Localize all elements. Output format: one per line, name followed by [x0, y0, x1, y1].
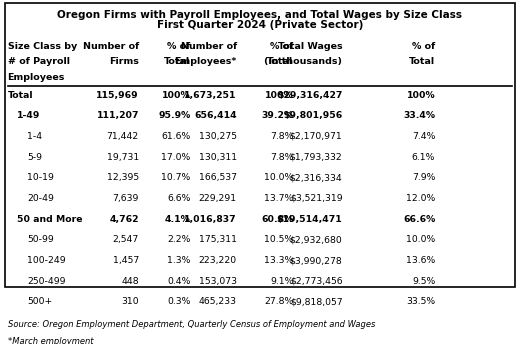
Text: First Quarter 2024 (Private Sector): First Quarter 2024 (Private Sector) [157, 20, 363, 30]
Text: $3,990,278: $3,990,278 [290, 256, 343, 265]
Text: 12.0%: 12.0% [406, 194, 435, 203]
Text: 1,457: 1,457 [113, 256, 139, 265]
Text: 9.5%: 9.5% [412, 277, 435, 286]
Text: Employees*: Employees* [174, 57, 237, 66]
Text: 250-499: 250-499 [27, 277, 66, 286]
Text: 7.4%: 7.4% [412, 132, 435, 141]
Text: 71,442: 71,442 [107, 132, 139, 141]
Text: (in thousands): (in thousands) [265, 57, 343, 66]
Text: % of: % of [270, 42, 293, 51]
Text: 1-49: 1-49 [17, 111, 40, 120]
Text: 33.5%: 33.5% [406, 298, 435, 307]
Text: 10.0%: 10.0% [406, 235, 435, 244]
Text: 33.4%: 33.4% [403, 111, 435, 120]
Text: 448: 448 [121, 277, 139, 286]
Text: 153,073: 153,073 [199, 277, 237, 286]
Text: $3,521,319: $3,521,319 [290, 194, 343, 203]
Text: 50 and More: 50 and More [17, 215, 82, 224]
Text: $9,801,956: $9,801,956 [283, 111, 343, 120]
Text: 1-4: 1-4 [27, 132, 42, 141]
Text: 100-249: 100-249 [27, 256, 66, 265]
Text: 4.1%: 4.1% [165, 215, 190, 224]
Text: 7,639: 7,639 [112, 194, 139, 203]
Text: Firms: Firms [109, 57, 139, 66]
Text: $2,316,334: $2,316,334 [290, 173, 343, 182]
Text: Oregon Firms with Payroll Employees, and Total Wages by Size Class: Oregon Firms with Payroll Employees, and… [58, 10, 462, 20]
Text: 95.9%: 95.9% [158, 111, 190, 120]
Text: 6.1%: 6.1% [412, 153, 435, 162]
Text: 100%: 100% [265, 90, 293, 99]
Text: % of: % of [412, 42, 435, 51]
Text: 10.7%: 10.7% [161, 173, 190, 182]
Text: 9.1%: 9.1% [270, 277, 293, 286]
Text: 66.6%: 66.6% [403, 215, 435, 224]
Text: 10-19: 10-19 [27, 173, 54, 182]
Text: 7.8%: 7.8% [270, 153, 293, 162]
Text: 656,414: 656,414 [194, 111, 237, 120]
Text: 229,291: 229,291 [199, 194, 237, 203]
Text: 10.5%: 10.5% [264, 235, 293, 244]
Text: 10.0%: 10.0% [264, 173, 293, 182]
Text: Total: Total [8, 90, 33, 99]
Text: 115,969: 115,969 [96, 90, 139, 99]
Text: 39.2%: 39.2% [262, 111, 293, 120]
Text: 1.3%: 1.3% [167, 256, 190, 265]
Text: 0.3%: 0.3% [167, 298, 190, 307]
Text: Number of: Number of [180, 42, 237, 51]
Text: 7.8%: 7.8% [270, 132, 293, 141]
Text: $1,793,332: $1,793,332 [290, 153, 343, 162]
Text: $2,773,456: $2,773,456 [290, 277, 343, 286]
Text: 500+: 500+ [27, 298, 53, 307]
Text: $2,932,680: $2,932,680 [290, 235, 343, 244]
Text: 5-9: 5-9 [27, 153, 42, 162]
Text: 100%: 100% [162, 90, 190, 99]
Text: 465,233: 465,233 [199, 298, 237, 307]
Text: Size Class by: Size Class by [8, 42, 77, 51]
Text: 100%: 100% [407, 90, 435, 99]
Text: 2,547: 2,547 [113, 235, 139, 244]
Text: 61.6%: 61.6% [161, 132, 190, 141]
Text: 166,537: 166,537 [199, 173, 237, 182]
Text: 4,762: 4,762 [109, 215, 139, 224]
Text: Total: Total [267, 57, 293, 66]
Text: Total Wages: Total Wages [278, 42, 343, 51]
Text: 13.3%: 13.3% [264, 256, 293, 265]
Text: 6.6%: 6.6% [167, 194, 190, 203]
Text: 27.8%: 27.8% [264, 298, 293, 307]
Text: $2,170,971: $2,170,971 [290, 132, 343, 141]
Text: 175,311: 175,311 [199, 235, 237, 244]
Text: Source: Oregon Employment Department, Quarterly Census of Employment and Wages: Source: Oregon Employment Department, Qu… [8, 320, 375, 329]
Text: Total: Total [409, 57, 435, 66]
Text: 1,016,837: 1,016,837 [184, 215, 237, 224]
Text: Number of: Number of [83, 42, 139, 51]
Text: $29,316,427: $29,316,427 [277, 90, 343, 99]
Text: % of: % of [167, 42, 190, 51]
Text: 12,395: 12,395 [107, 173, 139, 182]
Text: 17.0%: 17.0% [161, 153, 190, 162]
Text: 223,220: 223,220 [199, 256, 237, 265]
Text: 19,731: 19,731 [107, 153, 139, 162]
Text: 1,673,251: 1,673,251 [184, 90, 237, 99]
Text: 111,207: 111,207 [96, 111, 139, 120]
Text: *March employment: *March employment [8, 337, 93, 344]
Text: 130,311: 130,311 [199, 153, 237, 162]
Text: $19,514,471: $19,514,471 [277, 215, 343, 224]
Text: 2.2%: 2.2% [167, 235, 190, 244]
Text: 13.7%: 13.7% [264, 194, 293, 203]
Text: 7.9%: 7.9% [412, 173, 435, 182]
Text: Employees: Employees [8, 73, 65, 82]
Text: 20-49: 20-49 [27, 194, 54, 203]
Text: 60.8%: 60.8% [261, 215, 293, 224]
Text: $9,818,057: $9,818,057 [290, 298, 343, 307]
Text: 0.4%: 0.4% [167, 277, 190, 286]
Text: 130,275: 130,275 [199, 132, 237, 141]
Text: # of Payroll: # of Payroll [8, 57, 70, 66]
Text: 50-99: 50-99 [27, 235, 54, 244]
Text: 13.6%: 13.6% [406, 256, 435, 265]
Text: 310: 310 [121, 298, 139, 307]
Text: Total: Total [164, 57, 190, 66]
